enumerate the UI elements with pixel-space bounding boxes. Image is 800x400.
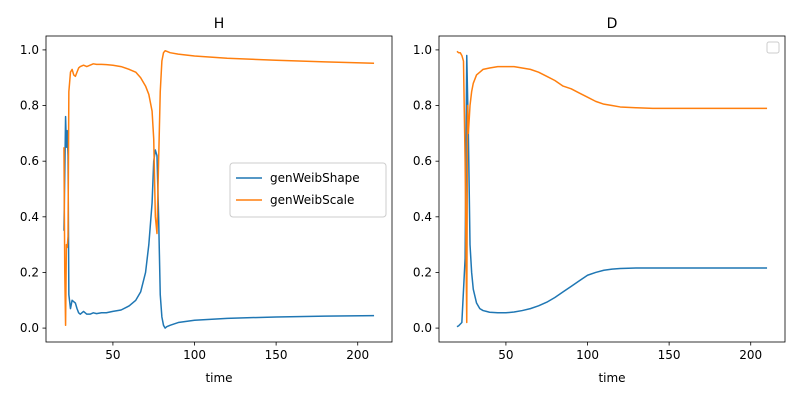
chart-h-ytick-label: 0.8 [20, 99, 39, 113]
chart-h-legend-box [229, 162, 387, 218]
chart-d-ytick-label: 1.0 [413, 43, 432, 57]
chart-d-legend-box [766, 41, 780, 54]
chart-h: H time 50 100 150 200 0.0 0.2 0.4 0.6 0.8 1.0 genW… [20, 16, 393, 385]
chart-d-series-series-1 [456, 50, 768, 324]
chart-d-ytick-label: 0.6 [413, 154, 432, 168]
chart-h-legend-entry: genWeibScale [270, 193, 354, 207]
chart-h-xtick-label: 100 [183, 348, 206, 362]
chart-h-series-genWeibShape [63, 115, 375, 329]
chart-h-ytick-label: 0.0 [20, 321, 39, 335]
chart-h-ytick-label: 0.2 [20, 265, 39, 279]
chart-h-xtick-label: 150 [265, 348, 288, 362]
chart-d-axes-frame [438, 35, 786, 343]
chart-h-title: H [214, 16, 225, 32]
chart-d-xtick-label: 100 [576, 348, 599, 362]
chart-h-xtick-label: 200 [346, 348, 369, 362]
chart-h-xlabel: time [205, 371, 232, 385]
chart-h-axes-frame [45, 35, 393, 343]
chart-d-xlabel: time [598, 371, 625, 385]
chart-d-ytick-label: 0.4 [413, 210, 432, 224]
chart-d-title: D [607, 16, 618, 32]
chart-h-legend: genWeibShape genWeibScale [229, 162, 387, 218]
chart-d-ytick-label: 0.2 [413, 265, 432, 279]
chart-h-ytick-label: 0.4 [20, 210, 39, 224]
chart-h-series-genWeibScale [63, 49, 375, 327]
chart-d-ytick-label: 0.0 [413, 321, 432, 335]
chart-h-xtick-label: 50 [105, 348, 120, 362]
chart-d: D time 50 100 150 200 0.0 0.2 0.4 0.6 0.8 1.0 [413, 16, 786, 385]
chart-d-ytick-label: 0.8 [413, 99, 432, 113]
chart-h-ytick-label: 1.0 [20, 43, 39, 57]
chart-d-xtick-label: 50 [498, 348, 513, 362]
chart-h-legend-entry: genWeibShape [270, 171, 360, 185]
chart-d-xtick-label: 200 [739, 348, 762, 362]
chart-d-series-series-0 [456, 54, 768, 328]
chart-d-xtick-label: 150 [658, 348, 681, 362]
chart-h-ytick-label: 0.6 [20, 154, 39, 168]
